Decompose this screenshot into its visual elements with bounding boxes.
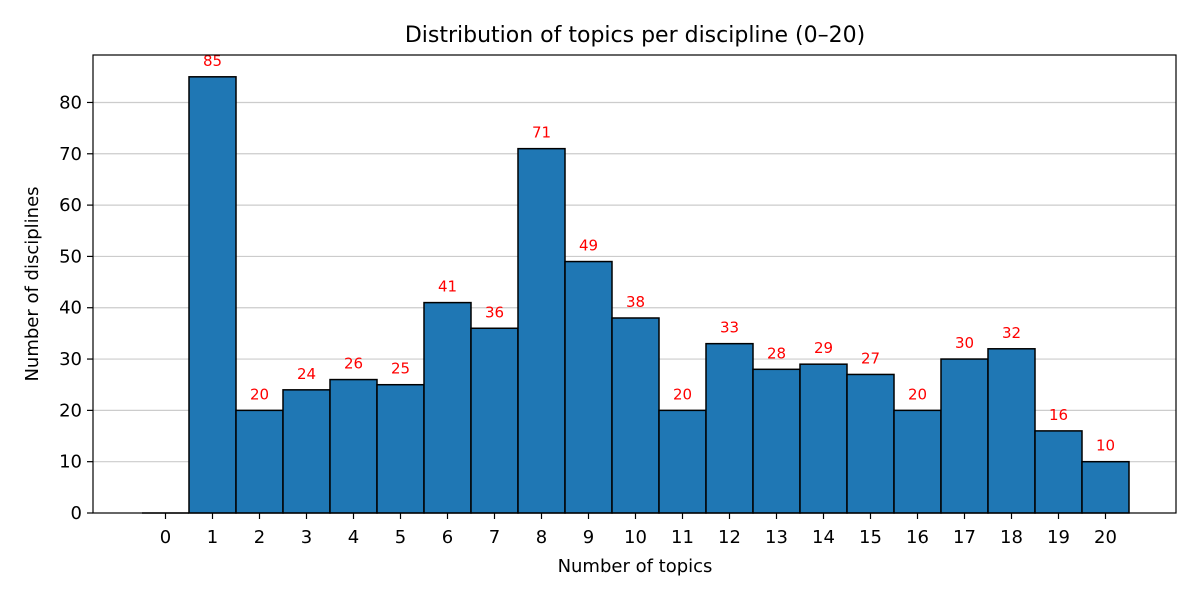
- x-axis: 0 1 2 3 4 5 6 7 8 9 10 11 12 13 14 15 16 17 18 19 20: [160, 513, 1117, 548]
- bar: [940, 358, 989, 514]
- bar: [470, 327, 519, 514]
- x-tick-label: 18: [1000, 527, 1023, 548]
- data-label: 27: [861, 349, 880, 367]
- bar: [188, 76, 237, 514]
- bar: [517, 147, 566, 514]
- x-tick-label: 10: [624, 527, 647, 548]
- x-tick-label: 7: [489, 527, 500, 548]
- x-tick-label: 17: [953, 527, 976, 548]
- y-tick-label: 0: [71, 503, 82, 524]
- y-tick-label: 70: [59, 144, 82, 165]
- data-label: 29: [814, 339, 833, 357]
- data-label: 16: [1049, 406, 1068, 424]
- bars: [142, 76, 1130, 514]
- x-tick-label: 6: [442, 527, 453, 548]
- data-label: 20: [673, 385, 692, 403]
- x-tick-label: 0: [160, 527, 171, 548]
- bar: [1081, 460, 1130, 514]
- data-label: 25: [391, 360, 410, 378]
- bar: [893, 409, 942, 514]
- bar: [705, 342, 754, 514]
- x-tick-label: 11: [671, 527, 694, 548]
- bar: [987, 348, 1036, 514]
- data-label: 20: [250, 385, 269, 403]
- y-axis: 0 10 20 30 40 50 60 70 80: [59, 92, 93, 524]
- data-label: 20: [908, 385, 927, 403]
- y-axis-title: Number of disciplines: [22, 186, 43, 381]
- data-label: 71: [532, 124, 551, 142]
- bar: [846, 373, 895, 514]
- data-label: 30: [955, 334, 974, 352]
- x-tick-label: 1: [207, 527, 218, 548]
- data-label: 49: [579, 237, 598, 255]
- x-tick-label: 19: [1047, 527, 1070, 548]
- bar: [611, 317, 660, 514]
- data-label: 24: [297, 365, 316, 383]
- bar: [1034, 430, 1083, 514]
- x-axis-title: Number of topics: [558, 556, 713, 577]
- data-label: 85: [203, 52, 222, 70]
- x-tick-label: 15: [859, 527, 882, 548]
- x-tick-label: 9: [583, 527, 594, 548]
- bar: [564, 260, 613, 514]
- y-tick-label: 20: [59, 400, 82, 421]
- x-tick-label: 8: [536, 527, 547, 548]
- y-tick-label: 40: [59, 298, 82, 319]
- y-tick-label: 30: [59, 349, 82, 370]
- data-label: 41: [438, 278, 457, 296]
- y-tick-label: 80: [59, 92, 82, 113]
- x-tick-label: 3: [301, 527, 312, 548]
- x-tick-label: 20: [1094, 527, 1117, 548]
- data-label: 38: [626, 293, 645, 311]
- bar: [329, 378, 378, 514]
- bar: [423, 301, 472, 514]
- x-tick-label: 2: [254, 527, 265, 548]
- bar: [752, 368, 801, 514]
- data-label: 33: [720, 319, 739, 337]
- x-tick-label: 16: [906, 527, 929, 548]
- data-label: 32: [1002, 324, 1021, 342]
- bar: [376, 383, 425, 514]
- data-labels: 85 20 24 26 25 41 36 71 49 38 20 33 28 29 27 20 30 32 16 10: [203, 52, 1115, 455]
- bar: [658, 409, 707, 514]
- y-tick-label: 10: [59, 452, 82, 473]
- data-label: 28: [767, 344, 786, 362]
- x-tick-label: 14: [812, 527, 835, 548]
- bar: [282, 389, 331, 514]
- y-tick-label: 60: [59, 195, 82, 216]
- x-tick-label: 5: [395, 527, 406, 548]
- data-label: 36: [485, 303, 504, 321]
- plot-frame: [92, 54, 1177, 514]
- bar: [235, 409, 284, 514]
- y-tick-label: 50: [59, 246, 82, 267]
- chart-title: Distribution of topics per discipline (0…: [405, 23, 865, 48]
- x-tick-label: 13: [765, 527, 788, 548]
- x-tick-label: 4: [348, 527, 359, 548]
- bar: [799, 363, 848, 514]
- data-label: 10: [1096, 437, 1115, 455]
- data-label: 26: [344, 355, 363, 373]
- x-tick-label: 12: [718, 527, 741, 548]
